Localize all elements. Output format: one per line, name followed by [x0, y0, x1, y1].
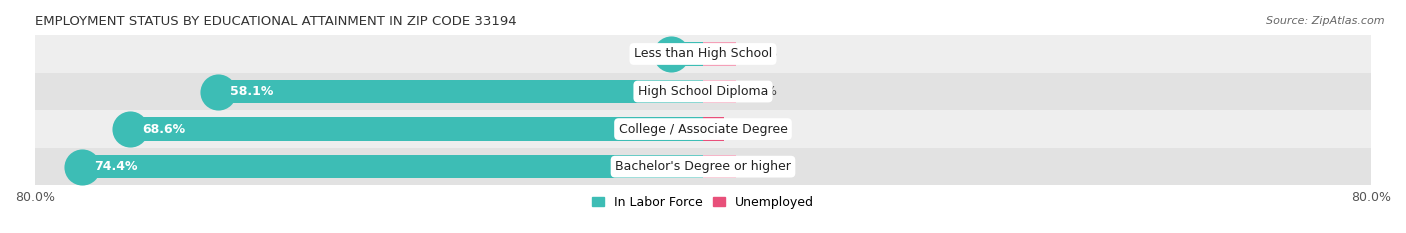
- Text: 0.0%: 0.0%: [745, 85, 776, 98]
- Legend: In Labor Force, Unemployed: In Labor Force, Unemployed: [592, 196, 814, 209]
- Bar: [703, 80, 737, 103]
- Bar: [35, 35, 1371, 73]
- Text: 2.5%: 2.5%: [733, 123, 763, 136]
- Bar: [35, 148, 1371, 185]
- Bar: [131, 117, 703, 141]
- Text: Less than High School: Less than High School: [634, 48, 772, 61]
- Text: 0.0%: 0.0%: [745, 48, 776, 61]
- Bar: [703, 42, 737, 66]
- Bar: [35, 110, 1371, 148]
- Text: Source: ZipAtlas.com: Source: ZipAtlas.com: [1267, 16, 1385, 26]
- Bar: [703, 155, 737, 178]
- Text: 74.4%: 74.4%: [94, 160, 138, 173]
- Bar: [82, 155, 703, 178]
- Bar: [218, 80, 703, 103]
- Bar: [671, 42, 703, 66]
- Text: EMPLOYMENT STATUS BY EDUCATIONAL ATTAINMENT IN ZIP CODE 33194: EMPLOYMENT STATUS BY EDUCATIONAL ATTAINM…: [35, 15, 516, 28]
- Bar: [35, 73, 1371, 110]
- Text: Bachelor's Degree or higher: Bachelor's Degree or higher: [614, 160, 792, 173]
- Text: 58.1%: 58.1%: [231, 85, 274, 98]
- Bar: [703, 117, 724, 141]
- Text: 68.6%: 68.6%: [143, 123, 186, 136]
- Text: College / Associate Degree: College / Associate Degree: [619, 123, 787, 136]
- Text: High School Diploma: High School Diploma: [638, 85, 768, 98]
- Text: 0.0%: 0.0%: [745, 160, 776, 173]
- Text: 3.8%: 3.8%: [633, 48, 665, 61]
